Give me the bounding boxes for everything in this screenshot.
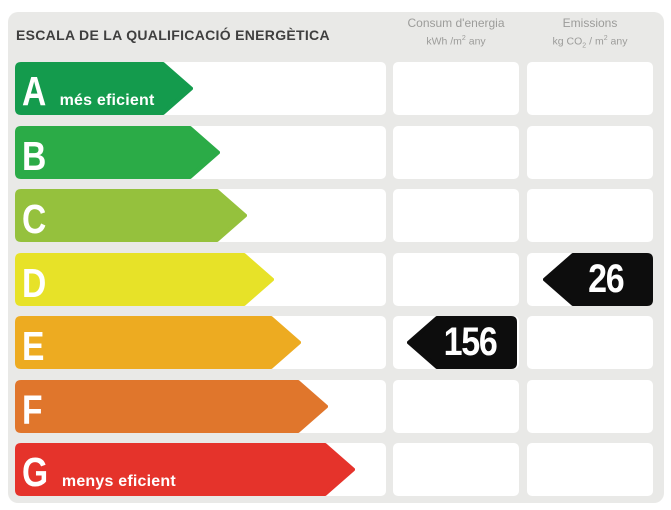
consum-column-header: Consum d'energia kWh /m2 any <box>393 15 519 49</box>
emissions-header-title: Emissions <box>562 16 618 30</box>
emissions-column-header: Emissions kg CO2 / m2 any <box>527 15 653 54</box>
consum-cell <box>393 443 519 496</box>
consum-value: 156 <box>443 320 498 364</box>
rating-arrow-g <box>15 443 355 496</box>
rating-row-e: E <box>0 316 671 369</box>
emissions-cell <box>527 62 653 115</box>
emissions-cell <box>527 380 653 433</box>
consum-value-marker: 156 <box>407 316 517 369</box>
rating-arrow-e <box>15 316 301 369</box>
rating-row-f: F <box>0 380 671 433</box>
page-title: ESCALA DE LA QUALIFICACIÓ ENERGÈTICA <box>16 27 330 43</box>
rating-letter: G <box>22 449 48 495</box>
emissions-cell <box>527 316 653 369</box>
rating-arrow-f <box>15 380 328 433</box>
rating-row-c: C <box>0 189 671 242</box>
left-arrow-icon <box>543 253 653 306</box>
consum-header-title: Consum d'energia <box>407 16 505 30</box>
rating-row-b: B <box>0 126 671 179</box>
rating-arrow-b <box>15 126 220 179</box>
rating-f-label: F <box>22 386 55 433</box>
emissions-value: 26 <box>588 257 625 301</box>
rating-e-label: E <box>22 322 57 369</box>
consum-cell <box>393 380 519 433</box>
rating-row-a: A més eficient <box>0 62 671 115</box>
emissions-header-unit: kg CO2 / m2 any <box>552 35 628 50</box>
consum-cell <box>393 62 519 115</box>
emissions-cell <box>527 126 653 179</box>
rating-note: més eficient <box>59 92 155 109</box>
consum-cell <box>393 189 519 242</box>
rating-g-label: G menys eficient <box>22 449 176 495</box>
emissions-cell <box>527 189 653 242</box>
rating-note: menys eficient <box>61 473 176 490</box>
rating-letter: D <box>22 259 46 306</box>
rating-arrow-a <box>15 62 193 115</box>
rating-letter: C <box>22 195 46 242</box>
rating-a-label: A més eficient <box>22 68 155 114</box>
rating-d-label: D <box>22 259 60 306</box>
rating-letter: A <box>22 68 46 114</box>
rating-letter: B <box>22 132 46 179</box>
emissions-value-marker: 26 <box>543 253 653 306</box>
consum-header-unit: kWh /m2 any <box>426 35 486 48</box>
rating-c-label: C <box>22 195 60 242</box>
consum-cell <box>393 253 519 306</box>
rating-arrow-c <box>15 189 247 242</box>
rating-b-label: B <box>22 132 60 179</box>
left-arrow-icon <box>407 316 517 369</box>
consum-cell <box>393 126 519 179</box>
rating-row-g: G menys eficient <box>0 443 671 496</box>
rating-letter: F <box>22 386 43 433</box>
rating-arrow-d <box>15 253 274 306</box>
rating-letter: E <box>22 322 44 369</box>
emissions-cell <box>527 443 653 496</box>
